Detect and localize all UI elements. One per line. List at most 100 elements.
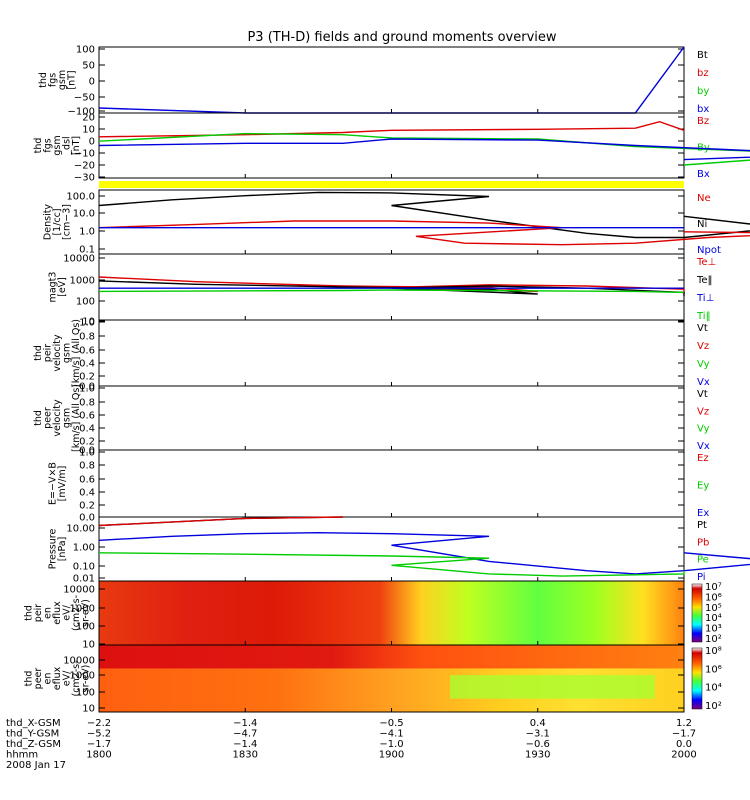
y-tick-label: 0.8 <box>79 398 95 409</box>
y-axis-label-line: gsm <box>62 343 73 363</box>
series-line-bx <box>98 46 685 114</box>
y-tick-label: 100 <box>76 297 95 308</box>
y-tick-label: 100 <box>76 688 95 699</box>
y-axis-label-line: thd <box>33 410 44 426</box>
legend-entry: Pe <box>697 555 709 566</box>
y-axis-label-line: en <box>43 673 54 685</box>
y-axis-label: magt3[eV] <box>47 272 68 303</box>
colorbar-tick-label: 10⁷ <box>705 582 722 593</box>
x-tick-label: 1930 <box>525 750 550 761</box>
y-tick-label: 0.01 <box>73 574 95 585</box>
y-axis-label-line: gsm <box>52 135 63 155</box>
x-row-label: thd_Z-GSM <box>6 739 61 750</box>
y-tick-label: −50 <box>74 93 95 104</box>
y-tick-label: 50 <box>82 61 95 72</box>
y-tick-label: 100 <box>76 45 95 56</box>
y-tick-label: 10 <box>82 704 95 715</box>
legend-entry: Vt <box>697 323 708 334</box>
legend-entry: Vy <box>697 424 710 435</box>
y-tick-label: 1.0 <box>79 448 95 459</box>
y-tick-label: 0.1 <box>79 245 95 256</box>
legend-entry: Ne <box>697 193 711 204</box>
x-tick-label: −3.1 <box>526 729 550 740</box>
y-tick-label: 0.8 <box>79 461 95 472</box>
panel-6: 1.00.80.60.40.20.0thdpeervelocitygsm[km/… <box>33 384 710 457</box>
y-axis-label-line: [mV/m] <box>57 466 68 502</box>
y-tick-label: 10 <box>82 317 95 328</box>
y-axis-label-line: [km/s] (All Qs) <box>71 319 82 387</box>
series-line-By <box>98 132 750 166</box>
legend-entry: by <box>697 86 709 97</box>
y-axis-label-line: peir <box>33 604 44 623</box>
legend-entry: bx <box>697 104 709 115</box>
legend-entry: Ti‖ <box>696 311 711 322</box>
colorbar-tick-label: 10⁸ <box>705 646 722 657</box>
y-tick-label: 1.0 <box>79 227 95 238</box>
colorbar-tick-label: 10⁴ <box>705 683 722 694</box>
y-axis-label-line: fgs <box>47 73 58 87</box>
y-tick-label: 1.0 <box>79 318 95 329</box>
y-tick-label: 0.4 <box>79 424 95 435</box>
y-axis-label-line: [1/cc] <box>52 208 63 235</box>
y-axis-label-line: fgs <box>43 138 54 152</box>
x-tick-label: −2.2 <box>87 718 111 729</box>
x-tick-label: −1.7 <box>87 739 111 750</box>
panel-frame <box>98 112 685 179</box>
series-line-Te‖ <box>98 280 685 297</box>
y-axis-label-line: Density <box>43 204 54 240</box>
y-axis-label-line: [nT] <box>71 136 82 155</box>
colorbar-tick-label: 10⁴ <box>705 613 722 624</box>
y-tick-label: 10 <box>82 125 95 136</box>
y-axis-label-line: peer <box>33 668 44 690</box>
x-tick-label: 1900 <box>379 750 404 761</box>
x-tick-label: −1.7 <box>672 729 696 740</box>
y-tick-label: 10 <box>82 640 95 651</box>
legend-entry: Vz <box>697 341 709 352</box>
panel-9: 10⁷10⁶10⁵10⁴10³10²10000100010010thdpeire… <box>24 580 722 651</box>
legend-entry: Ti⊥ <box>696 293 714 304</box>
y-axis-label: E=−V×B[mV/m] <box>47 462 68 505</box>
y-axis-label-line: magt3 <box>47 272 58 303</box>
series-line-Bz <box>98 120 685 138</box>
y-tick-label: 0 <box>89 137 95 148</box>
x-row-label: thd_Y-GSM <box>6 729 59 740</box>
y-tick-label: −30 <box>74 173 95 184</box>
legend-entry: Ex <box>697 508 709 519</box>
legend-entry: Ey <box>697 481 709 492</box>
series-line-Ti‖ <box>98 289 685 294</box>
y-axis-label-line: thd <box>24 671 35 687</box>
y-tick-label: 0.0 <box>79 382 95 393</box>
x-tick-label: −0.6 <box>526 739 550 750</box>
x-tick-label: −1.4 <box>233 718 257 729</box>
x-tick-label: 1800 <box>86 750 111 761</box>
y-axis-label-line: sr-eV) <box>81 599 92 627</box>
y-tick-label: 20 <box>82 113 95 124</box>
y-tick-label: 1000 <box>70 604 95 615</box>
legend-entry: Te‖ <box>696 275 713 286</box>
y-axis-label-line: thd <box>33 345 44 361</box>
panel-frame <box>98 385 685 451</box>
x-tick-label: −0.5 <box>379 718 403 729</box>
legend-entry: Vx <box>697 377 710 388</box>
y-tick-label: 1000 <box>70 671 95 682</box>
legend-entry: Ez <box>697 453 709 464</box>
y-tick-label: 0.0 <box>79 513 95 524</box>
x-tick-label: −5.2 <box>87 729 111 740</box>
y-axis-label-line: [nT] <box>66 70 77 89</box>
y-tick-label: 0.6 <box>79 346 95 357</box>
panel-5: 1.00.80.60.40.20.0thdpeirvelocitygsm[km/… <box>33 318 710 393</box>
y-axis-label-line: eflux <box>52 601 63 625</box>
y-axis-label-line: peir <box>43 344 54 363</box>
x-row-label: hhmm <box>6 750 38 761</box>
panel-10: 10⁸ 10⁶ 10⁴ 10² 10000 1000 100 10 thdpeereneflux… <box>24 644 722 715</box>
y-axis-label: Density[1/cc][cm−3] <box>43 204 73 240</box>
x-row-label: thd_X-GSM <box>6 718 61 729</box>
y-tick-label: 0.6 <box>79 411 95 422</box>
electron-spectrogram-high <box>99 645 684 669</box>
legend-entry: Te⊥ <box>696 257 716 268</box>
panel-4: 10000 1000 100 10 magt3[eV] Te⊥ Te‖ Ti⊥ Ti‖ <box>47 253 716 328</box>
